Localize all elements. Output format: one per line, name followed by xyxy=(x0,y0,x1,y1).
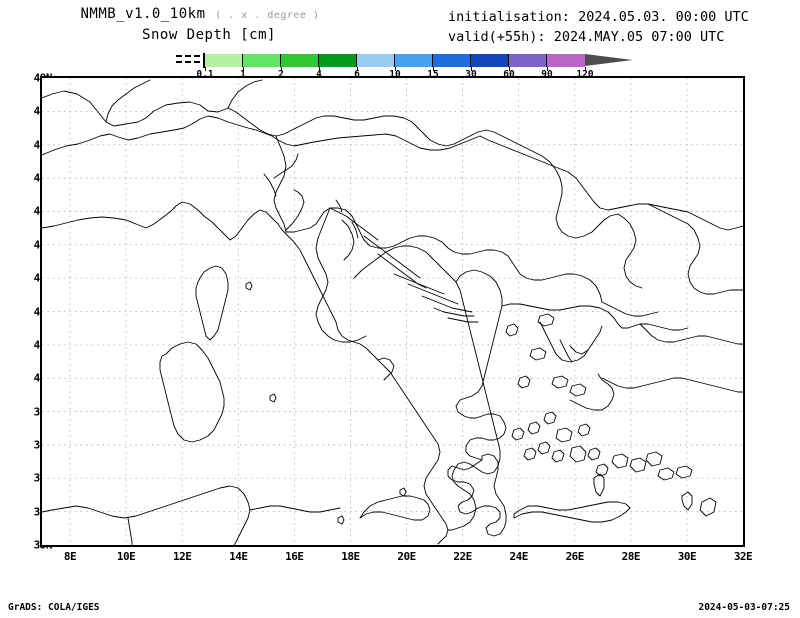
model-resolution: ( . x . degree ) xyxy=(215,10,320,21)
map-plot-area[interactable] xyxy=(40,76,745,547)
render-timestamp: 2024-05-03-07:25 xyxy=(698,602,790,613)
x-axis-tick-label: 32E xyxy=(733,550,753,563)
colorbar-tick xyxy=(243,67,244,71)
x-axis-tick-label: 10E xyxy=(116,550,136,563)
colorbar-segment xyxy=(243,54,281,67)
x-axis-tick-label: 28E xyxy=(621,550,641,563)
header-right-block: initialisation: 2024.05.03. 00:00 UTC va… xyxy=(400,7,800,47)
valid-time-row: valid(+55h): 2024.MAY.05 07:00 UTC xyxy=(400,27,800,47)
colorbar-segment xyxy=(319,54,357,67)
colorbar-segment xyxy=(509,54,547,67)
model-title-row: NMMB_v1.0_10km ( . x . degree ) xyxy=(0,6,400,22)
colorbar-segment xyxy=(433,54,471,67)
x-axis-tick-label: 12E xyxy=(173,550,192,563)
initialisation-label: initialisation: xyxy=(448,9,570,25)
colorbar-segment xyxy=(471,54,509,67)
colorbar-tick-label: 6 xyxy=(354,69,360,80)
x-axis-tick-label: 26E xyxy=(565,550,585,563)
colorbar-tick-label: 1 xyxy=(240,69,246,80)
colorbar-tick xyxy=(509,67,510,71)
colorbar-tick-label: 30 xyxy=(465,69,477,80)
x-axis-tick-label: 16E xyxy=(285,550,304,563)
colorbar-tick-labels: 0.1 1 2 4 6 10 15 30 60 90 120 xyxy=(196,67,593,80)
x-axis-tick-label: 18E xyxy=(341,550,360,563)
colorbar-tick xyxy=(585,67,586,71)
colorbar-segment xyxy=(395,54,433,67)
header-left-block: NMMB_v1.0_10km ( . x . degree ) Snow Dep… xyxy=(0,6,400,42)
colorbar-tick-label: 0.1 xyxy=(196,69,214,80)
colorbar-tick-label: 15 xyxy=(427,69,439,80)
colorbar-tick xyxy=(357,67,358,71)
colorbar-tick xyxy=(395,67,396,71)
x-axis-tick-label: 24E xyxy=(509,550,528,563)
colorbar-tick-label: 10 xyxy=(389,69,401,80)
x-axis-tick-label: 22E xyxy=(453,550,472,563)
x-axis-tick-label: 8E xyxy=(63,550,77,563)
x-axis-tick-label: 20E xyxy=(397,550,416,563)
map-canvas xyxy=(42,78,743,545)
colorbar-tick xyxy=(433,67,434,71)
colorbar-tick xyxy=(205,67,206,71)
map-coastlines xyxy=(42,79,743,545)
colorbar-trace-dashes-icon xyxy=(176,54,204,66)
model-name: NMMB_v1.0_10km xyxy=(80,6,206,22)
colorbar-tick xyxy=(319,67,320,71)
colorbar-tick-label: 60 xyxy=(503,69,515,80)
colorbar-tick-label: 4 xyxy=(316,69,322,80)
colorbar-segment xyxy=(547,54,585,67)
colorbar-ticks xyxy=(205,67,586,76)
colorbar-tick xyxy=(471,67,472,71)
initialisation-row: initialisation: 2024.05.03. 00:00 UTC xyxy=(400,7,800,27)
colorbar-tick-label: 90 xyxy=(541,69,553,80)
initialisation-value: 2024.05.03. 00:00 UTC xyxy=(578,9,749,25)
valid-time-value: 2024.MAY.05 07:00 UTC xyxy=(553,29,725,45)
x-axis-tick-label: 30E xyxy=(677,550,697,563)
colorbar-swatches xyxy=(205,54,585,67)
valid-time-label: valid(+55h): xyxy=(448,29,546,45)
colorbar-overflow-arrow-icon xyxy=(585,54,633,66)
colorbar-tick xyxy=(547,67,548,71)
colorbar-segment xyxy=(205,54,243,67)
colorbar-tick-label: 2 xyxy=(278,69,284,80)
grads-credit: GrADS: COLA/IGES xyxy=(8,602,100,613)
x-axis-tick-label: 14E xyxy=(229,550,248,563)
map-gridlines xyxy=(42,78,743,545)
colorbar-tick xyxy=(281,67,282,71)
colorbar-left-cap xyxy=(203,53,205,68)
colorbar-tick-label: 120 xyxy=(576,69,594,80)
colorbar-legend: 0.1 1 2 4 6 10 15 30 60 90 120 xyxy=(176,53,636,80)
variable-title: Snow Depth [cm] xyxy=(142,27,276,43)
colorbar-segment xyxy=(281,54,319,67)
colorbar-segment xyxy=(357,54,395,67)
